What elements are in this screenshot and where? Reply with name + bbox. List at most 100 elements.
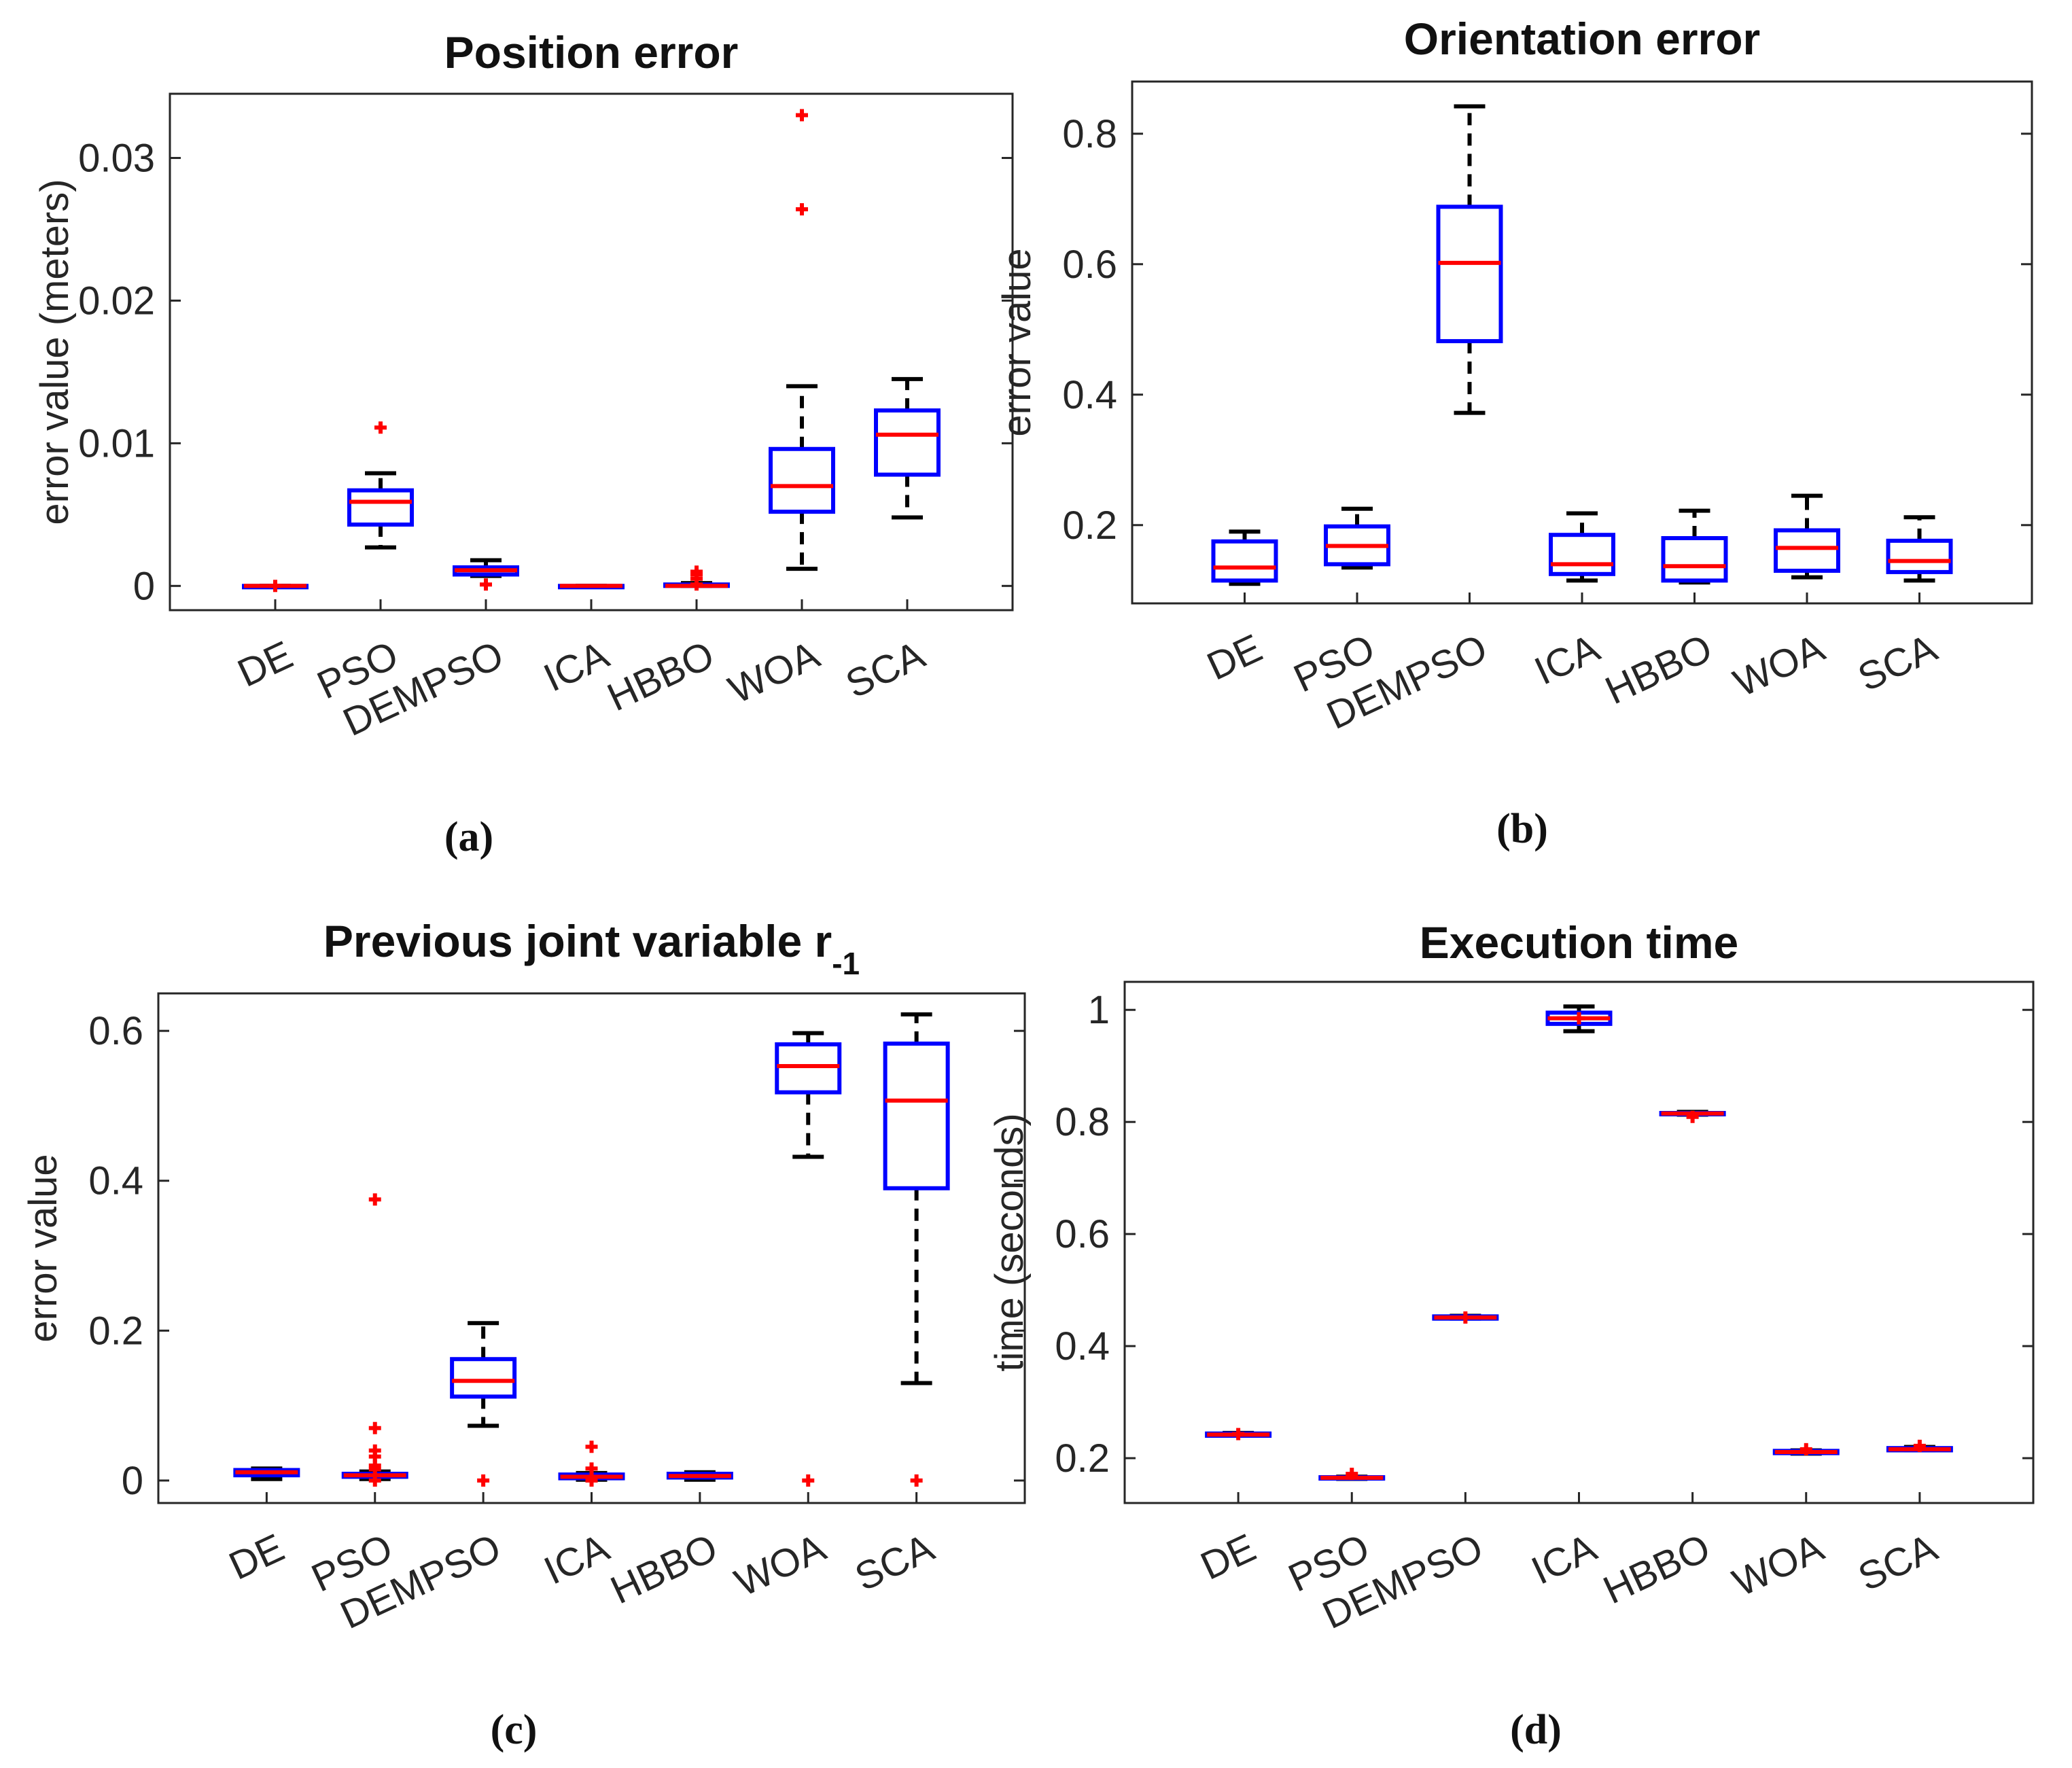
x-tick-label: SCA	[1851, 626, 1944, 700]
outlier-marker	[368, 1193, 381, 1206]
y-tick-label: 0.02	[78, 279, 155, 323]
outlier-marker	[368, 1421, 381, 1434]
y-axis-label: time (seconds)	[987, 1113, 1032, 1371]
box-de: DE	[231, 580, 309, 696]
y-tick-label: 0.6	[1055, 1212, 1110, 1256]
y-tick-label: 0.6	[88, 1009, 143, 1053]
box-hbbo: HBBO	[1597, 1110, 1726, 1612]
iqr-box	[874, 408, 941, 477]
x-tick-label: WOA	[722, 633, 826, 713]
x-tick-label: SCA	[1852, 1525, 1944, 1599]
chart-title: Previous joint variable r-1	[323, 916, 860, 981]
iqr-box	[450, 1357, 517, 1399]
outlier-marker	[1346, 1468, 1358, 1481]
box-woa: WOA	[722, 109, 835, 713]
y-tick-label: 1	[1088, 988, 1110, 1032]
iqr-box	[883, 1041, 950, 1190]
box-pso: PSO	[311, 421, 414, 708]
outlier-marker	[1573, 1012, 1585, 1025]
chart-title: Orientation error	[1404, 14, 1760, 64]
outlier-marker	[910, 1474, 923, 1487]
outlier-marker	[796, 203, 808, 216]
box-woa: WOA	[1726, 1443, 1840, 1606]
iqr-box	[769, 446, 835, 514]
x-tick-label: DE	[222, 1525, 290, 1589]
outlier-marker	[368, 1463, 381, 1476]
outlier-marker	[690, 578, 703, 591]
chart-panel-b: 0.2 0.4 0.6 0.8 error value Orientation error…	[995, 14, 2033, 852]
box-dempso: DEMPSO	[1316, 1311, 1499, 1638]
box-sca: SCA	[849, 1012, 950, 1599]
outlier-marker	[1232, 1428, 1245, 1440]
box-sca: SCA	[1852, 1439, 1953, 1599]
iqr-box	[1774, 528, 1840, 573]
outlier-marker	[802, 1474, 815, 1487]
y-tick-label: 0.8	[1062, 112, 1117, 156]
y-tick-label: 0.2	[1062, 503, 1117, 548]
x-tick-label: HBBO	[1599, 626, 1719, 713]
iqr-box	[775, 1042, 842, 1095]
box-pso: PSO	[1287, 506, 1390, 701]
title-subscript: -1	[832, 946, 860, 981]
x-tick-label: WOA	[1727, 626, 1831, 706]
y-tick-label: 0	[122, 1459, 143, 1503]
plot-frame	[169, 92, 1014, 612]
x-tick-label: SCA	[839, 633, 932, 707]
outlier-marker	[1799, 1443, 1812, 1455]
outlier-marker	[796, 109, 808, 122]
y-tick-label: 0.2	[1055, 1436, 1110, 1481]
y-tick-label: 0.6	[1062, 243, 1117, 287]
y-tick-label: 0.8	[1055, 1100, 1110, 1144]
iqr-box	[1211, 539, 1278, 583]
box-sca: SCA	[839, 376, 941, 707]
panel-caption: (c)	[491, 1707, 538, 1753]
x-tick-label: DE	[1194, 1525, 1262, 1589]
box-woa: WOA	[1727, 493, 1840, 706]
box-woa: WOA	[728, 1031, 842, 1605]
plot-frame	[157, 992, 1026, 1504]
box-hbbo: HBBO	[1599, 508, 1728, 713]
y-tick-label: 0.2	[88, 1309, 143, 1353]
x-tick-label: ICA	[1528, 626, 1606, 694]
box-pso: PSO	[305, 1193, 408, 1601]
panel-caption: (b)	[1496, 806, 1548, 852]
outlier-marker	[269, 580, 281, 593]
outlier-marker	[585, 1474, 598, 1487]
box-de: DE	[1200, 529, 1278, 689]
chart-title: Execution time	[1420, 917, 1738, 968]
panel-caption: (d)	[1510, 1707, 1562, 1753]
outlier-marker	[1459, 1311, 1472, 1324]
iqr-box	[1549, 533, 1615, 576]
x-tick-label: SCA	[849, 1525, 941, 1599]
x-tick-label: HBBO	[604, 1525, 724, 1612]
outlier-marker	[690, 565, 703, 578]
panel-caption: (a)	[444, 814, 493, 860]
chart-panel-c: 0 0.2 0.4 0.6 error value Previous joint vari…	[21, 916, 1026, 1753]
box-sca: SCA	[1851, 515, 1953, 700]
y-tick-label: 0.03	[78, 136, 155, 180]
x-tick-label: ICA	[538, 1525, 616, 1593]
outlier-marker	[1913, 1439, 1926, 1452]
y-tick-label: 0.4	[88, 1159, 143, 1203]
outlier-marker	[374, 421, 387, 434]
iqr-box	[1661, 536, 1728, 583]
outlier-marker	[368, 1474, 381, 1487]
y-tick-label: 0.4	[1055, 1324, 1110, 1368]
plot-frame	[1123, 980, 2035, 1504]
x-tick-label: DE	[231, 633, 299, 696]
chart-panel-d: 0.2 0.4 0.6 0.8 1 time (seconds) Execution tim…	[987, 917, 2035, 1753]
y-axis-label: error value	[995, 248, 1039, 436]
y-axis-label: error value (meters)	[33, 179, 77, 525]
x-tick-label: ICA	[1525, 1525, 1603, 1593]
box-de: DE	[1194, 1428, 1272, 1589]
x-tick-label: DE	[1200, 626, 1268, 689]
iqr-box	[1886, 538, 1953, 574]
y-tick-label: 0.4	[1062, 373, 1117, 417]
box-de: DE	[222, 1466, 300, 1589]
x-tick-label: WOA	[1726, 1525, 1830, 1606]
outlier-marker	[480, 578, 492, 591]
x-tick-label: HBBO	[601, 633, 720, 720]
outlier-marker	[1686, 1110, 1699, 1123]
